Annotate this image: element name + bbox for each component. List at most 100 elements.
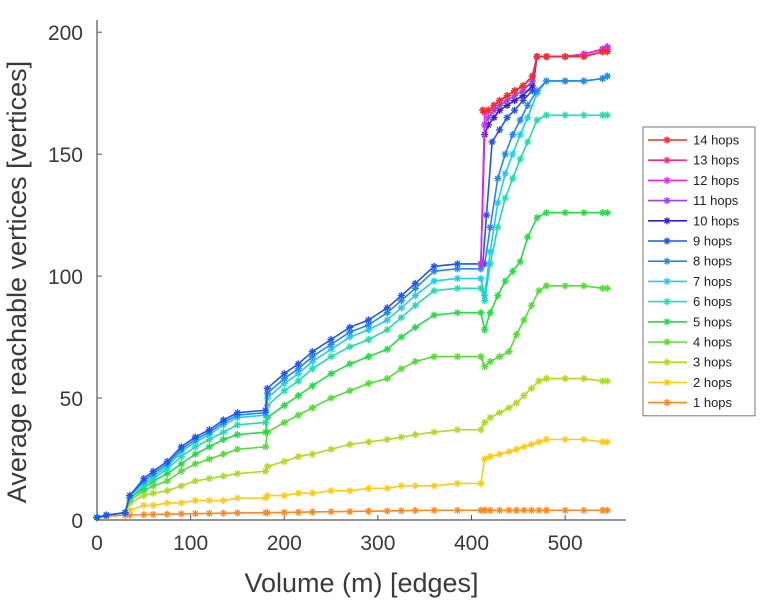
data-point-5-hops <box>233 431 242 439</box>
data-point-1-hops <box>535 506 543 514</box>
data-point-3-hops <box>397 433 405 441</box>
data-point-3-hops <box>512 399 521 407</box>
x-tick-label: 100 <box>173 532 208 555</box>
legend-item-13-hops: 13 hops <box>648 153 740 168</box>
data-point-12-hops <box>477 260 485 268</box>
data-point-6-hops <box>219 428 227 436</box>
data-point-7-hops <box>481 292 489 300</box>
data-point-5-hops <box>383 345 391 353</box>
data-point-3-hops <box>163 487 171 495</box>
legend-item-4-hops: 4 hops <box>648 335 733 350</box>
legend-item-3-hops: 3 hops <box>648 355 733 370</box>
data-point-6-hops <box>177 452 185 461</box>
data-point-8-hops <box>524 101 532 109</box>
data-point-2-hops <box>411 482 419 490</box>
data-point-2-hops <box>520 443 528 451</box>
data-point-9-hops <box>327 335 335 344</box>
data-point-1-hops <box>294 508 302 516</box>
data-point-4-hops <box>505 348 513 356</box>
legend-swatch-marker <box>663 358 671 366</box>
data-point-1-hops <box>205 509 213 518</box>
data-point-2-hops <box>308 489 316 497</box>
data-point-8-hops <box>280 374 288 383</box>
data-point-3-hops <box>140 492 148 500</box>
legend-item-12-hops: 12 hops <box>648 173 740 188</box>
data-point-8-hops <box>364 321 373 329</box>
legend-swatch-marker <box>663 197 671 205</box>
data-point-6-hops <box>233 421 242 429</box>
data-point-3-hops <box>383 435 391 444</box>
data-point-7-hops <box>524 113 532 122</box>
series-3-hops <box>93 374 611 522</box>
data-point-1-hops <box>233 509 242 517</box>
data-point-3-hops <box>453 426 462 434</box>
data-point-5-hops <box>501 277 509 285</box>
data-point-8-hops <box>598 74 607 83</box>
data-point-2-hops <box>327 487 335 495</box>
data-point-9-hops <box>482 211 491 219</box>
data-point-1-hops <box>512 506 521 514</box>
data-point-4-hops <box>294 411 302 419</box>
data-point-1-hops <box>364 507 373 515</box>
data-point-6-hops <box>516 155 524 163</box>
data-point-14-hops <box>503 92 511 100</box>
data-point-4-hops <box>280 418 288 427</box>
data-point-5-hops <box>163 470 171 478</box>
data-point-6-hops <box>280 387 288 395</box>
data-point-2-hops <box>527 440 536 448</box>
series-10-hops <box>477 43 611 268</box>
data-point-4-hops <box>527 301 536 309</box>
legend-label: 8 hops <box>693 254 733 269</box>
data-point-3-hops <box>561 374 569 383</box>
data-point-3-hops <box>346 440 354 448</box>
data-point-7-hops <box>383 316 391 324</box>
data-point-3-hops <box>233 470 242 478</box>
data-point-6-hops <box>191 443 199 451</box>
legend-label: 12 hops <box>693 173 740 188</box>
data-point-1-hops <box>561 506 569 514</box>
data-point-11-hops <box>519 87 527 95</box>
data-point-1-hops <box>263 509 272 517</box>
legend-label: 6 hops <box>693 294 733 309</box>
data-point-9-hops <box>205 426 213 434</box>
legend-label: 4 hops <box>693 335 733 350</box>
y-tick-label: 200 <box>48 22 83 45</box>
data-point-3-hops <box>205 474 213 483</box>
y-tick-label: 0 <box>71 510 83 533</box>
data-point-9-hops <box>263 384 272 392</box>
data-point-7-hops <box>516 131 524 139</box>
data-point-9-hops <box>528 87 536 95</box>
data-point-1-hops <box>308 508 316 516</box>
data-point-6-hops <box>205 435 213 444</box>
data-point-1-hops <box>520 506 528 514</box>
data-point-3-hops <box>580 374 588 383</box>
data-point-8-hops <box>533 87 541 95</box>
data-point-4-hops <box>163 477 171 485</box>
legend-item-10-hops: 10 hops <box>648 213 740 228</box>
data-point-6-hops <box>411 301 419 309</box>
data-point-4-hops <box>346 387 354 395</box>
data-point-1-hops <box>191 510 199 518</box>
y-tick-label: 50 <box>60 388 83 411</box>
data-point-3-hops <box>486 413 494 422</box>
data-point-5-hops <box>364 352 373 361</box>
data-point-1-hops <box>527 506 536 514</box>
data-point-9-hops <box>397 292 405 300</box>
data-point-3-hops <box>535 377 543 385</box>
data-point-2-hops <box>542 435 551 444</box>
data-point-7-hops <box>397 304 405 312</box>
data-point-3-hops <box>263 462 272 470</box>
data-point-4-hops <box>149 482 157 490</box>
legend-item-6-hops: 6 hops <box>648 294 733 309</box>
data-point-1-hops <box>280 508 288 517</box>
legend-item-5-hops: 5 hops <box>648 314 733 329</box>
data-point-2-hops <box>430 482 438 490</box>
data-point-8-hops <box>494 174 502 183</box>
data-point-2-hops <box>496 450 504 458</box>
series-8-hops <box>93 72 611 522</box>
data-point-3-hops <box>280 457 288 466</box>
data-point-8-hops <box>397 296 405 305</box>
data-point-4-hops <box>496 352 504 361</box>
data-point-9-hops <box>163 457 171 466</box>
data-point-5-hops <box>397 333 405 341</box>
